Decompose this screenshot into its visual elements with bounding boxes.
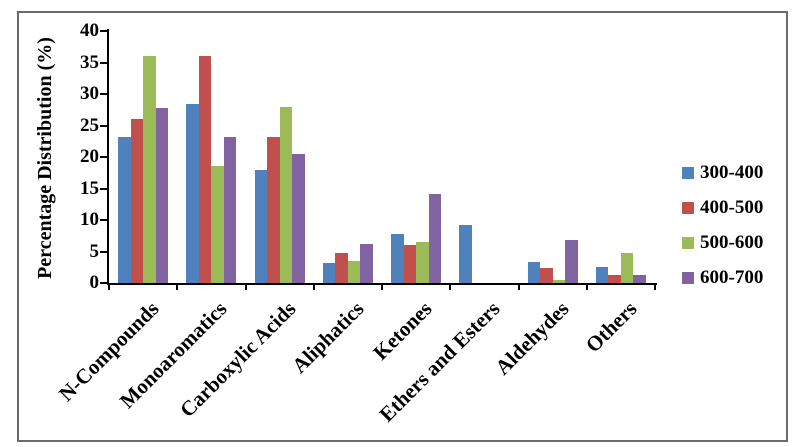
legend-swatch-icon — [682, 272, 694, 284]
bar-400-500-Aliphatics — [335, 253, 348, 283]
x-tick-mark — [654, 283, 656, 290]
bar-400-500-N-Compounds — [130, 119, 143, 283]
bar-500-600-Aldehydes — [552, 280, 565, 283]
x-tick-mark — [449, 283, 452, 290]
bar-300-400-Aldehydes — [527, 262, 540, 283]
x-tick-mark — [108, 283, 110, 290]
y-tick-label: 15 — [80, 177, 99, 199]
bar-300-400-Monoaromatics — [186, 104, 199, 283]
bar-500-600-Aliphatics — [347, 261, 361, 283]
bar-600-700-Others — [633, 275, 646, 283]
bar-300-400-Ethers and Esters — [459, 225, 472, 283]
y-tick-mark — [100, 93, 109, 95]
bar-400-500-Carboxylic Acids — [267, 137, 280, 283]
bar-600-700-Ketones — [428, 194, 441, 283]
bar-400-500-Aldehydes — [540, 268, 553, 283]
y-tick-label: 5 — [89, 240, 100, 262]
x-tick-mark — [585, 283, 588, 290]
bar-300-400-Ketones — [391, 234, 404, 283]
bar-400-500-Others — [608, 275, 621, 283]
legend-swatch-icon — [682, 237, 694, 249]
bar-500-600-Monoaromatics — [211, 166, 224, 283]
bar-300-400-N-Compounds — [118, 137, 131, 283]
y-tick-mark — [100, 156, 109, 158]
y-tick-mark — [100, 30, 109, 32]
x-tick-mark — [244, 283, 247, 290]
y-tick-label: 0 — [89, 272, 100, 293]
bar-600-700-Monoaromatics — [223, 137, 237, 283]
bar-300-400-Others — [595, 267, 609, 283]
x-tick-mark — [312, 283, 315, 290]
x-tick-mark — [517, 283, 520, 290]
bar-500-600-Carboxylic Acids — [279, 107, 292, 283]
bar-600-700-Aliphatics — [360, 244, 373, 283]
y-tick-mark — [100, 250, 109, 253]
y-tick-mark — [100, 61, 109, 64]
x-tick-mark — [381, 283, 383, 290]
y-tick-mark — [100, 219, 109, 221]
legend-label: 400-500 — [700, 197, 764, 218]
bar-600-700-Aldehydes — [565, 240, 578, 283]
y-tick-label: 30 — [80, 83, 99, 104]
y-axis-line — [107, 29, 109, 285]
bar-600-700-N-Compounds — [155, 108, 168, 283]
bar-400-500-Ketones — [403, 245, 416, 283]
bar-400-500-Monoaromatics — [198, 56, 212, 283]
bar-300-400-Carboxylic Acids — [254, 170, 267, 283]
y-tick-mark — [100, 282, 109, 284]
legend-label: 300-400 — [700, 162, 764, 183]
y-tick-mark — [100, 124, 109, 127]
legend: 300-400 400-500 500-600 600-700 — [682, 162, 763, 289]
legend-item: 600-700 — [682, 267, 763, 289]
legend-label: 500-600 — [700, 232, 764, 253]
y-tick-label: 25 — [80, 114, 99, 136]
bar-300-400-Aliphatics — [322, 263, 336, 283]
bar-500-600-N-Compounds — [143, 56, 156, 283]
y-tick-label: 35 — [80, 51, 99, 73]
y-tick-label: 10 — [80, 209, 99, 230]
legend-swatch-icon — [682, 167, 694, 179]
y-tick-label: 20 — [80, 146, 99, 167]
legend-item: 400-500 — [682, 197, 763, 219]
legend-label: 600-700 — [700, 267, 764, 288]
y-tick-mark — [100, 187, 109, 190]
legend-swatch-icon — [682, 202, 694, 214]
y-tick-label: 40 — [80, 20, 99, 41]
bar-500-600-Ketones — [416, 242, 429, 283]
legend-item: 500-600 — [682, 232, 763, 254]
bar-600-700-Carboxylic Acids — [292, 154, 305, 283]
legend-item: 300-400 — [682, 162, 763, 184]
bar-500-600-Others — [620, 253, 634, 283]
x-tick-mark — [176, 283, 179, 290]
